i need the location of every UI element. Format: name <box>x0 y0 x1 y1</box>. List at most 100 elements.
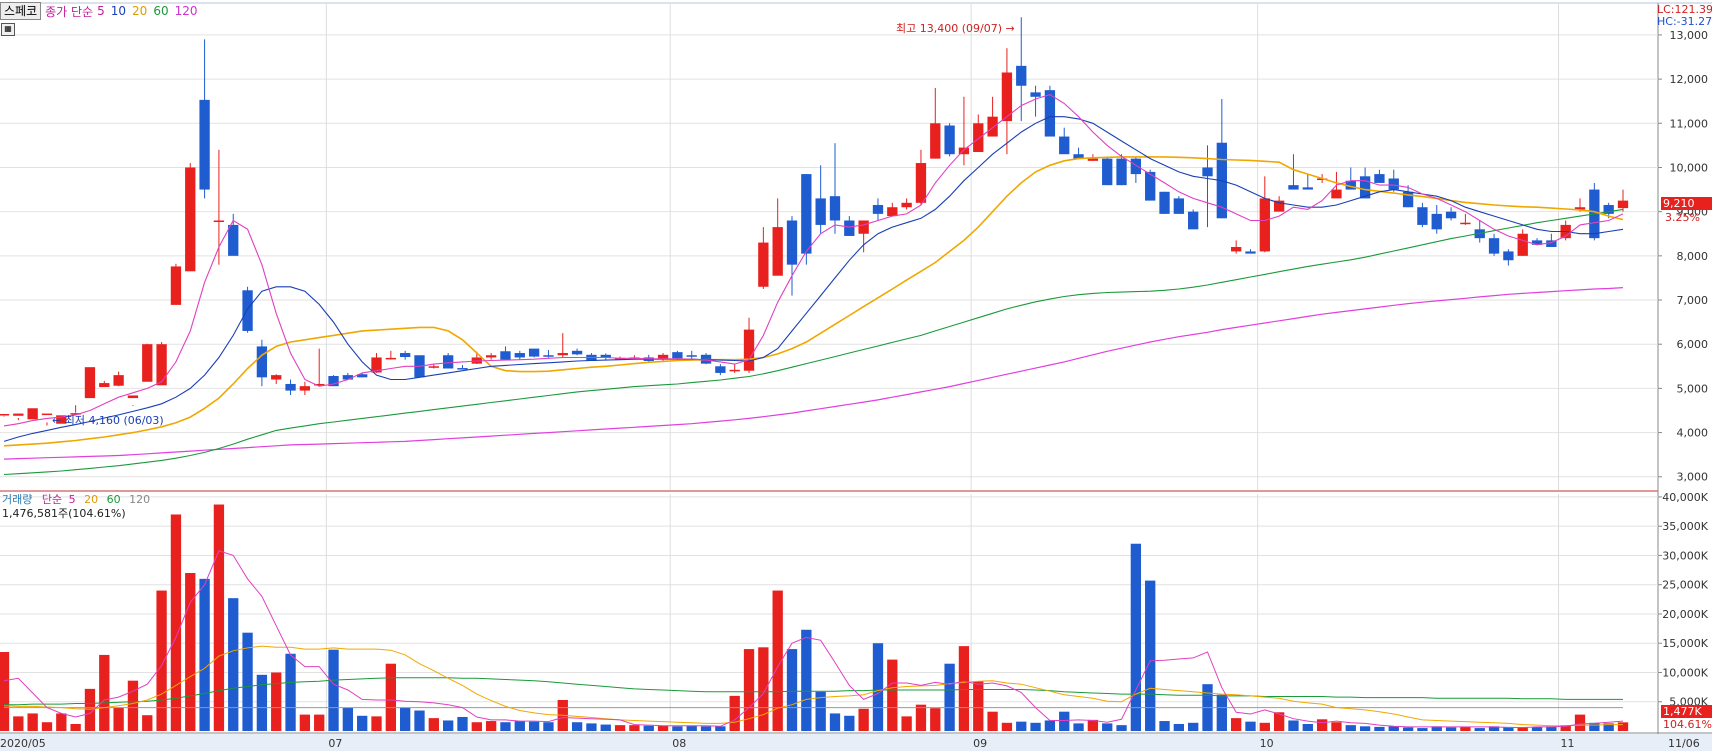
candle-body <box>213 220 225 222</box>
volume-bar <box>1331 722 1342 731</box>
candle-body <box>1116 158 1127 186</box>
candle-body <box>1402 191 1414 208</box>
volume-label: 거래량 <box>2 493 33 506</box>
volume-bar <box>41 722 53 731</box>
volume-bar <box>944 663 955 731</box>
ma20-line <box>3 156 1624 447</box>
low-annotation-text: 최저 4,160 (06/03) <box>64 414 164 427</box>
volume-bar <box>528 721 540 731</box>
volume-bar <box>1460 726 1471 731</box>
volume-bar <box>758 647 769 731</box>
price-tick-label: 7,000 <box>1677 294 1709 307</box>
ma120-line <box>3 287 1624 460</box>
candle-body <box>271 375 282 380</box>
volume-bar <box>1145 580 1156 731</box>
candle-body <box>1331 189 1342 199</box>
volume-tick-label: 35,000K <box>1662 520 1708 533</box>
volume-bar <box>1316 719 1328 731</box>
candle-body <box>1503 251 1514 261</box>
candle-body <box>557 353 568 356</box>
volume-bar <box>700 726 712 731</box>
candle-body <box>1431 213 1442 230</box>
candle-body <box>1531 240 1543 245</box>
volume-bar <box>1517 727 1528 731</box>
volume-bar <box>1531 726 1543 731</box>
volume-bar <box>142 715 153 731</box>
candle-body <box>1016 65 1027 86</box>
volume-bar <box>500 722 511 731</box>
candle-body <box>930 123 941 159</box>
volume-ma60-line <box>4 677 1623 706</box>
volume-bar <box>643 725 654 731</box>
volume-bar <box>357 715 368 731</box>
volume-bar <box>1159 721 1170 731</box>
ma10-period: 10 <box>110 4 127 18</box>
candle-body <box>127 395 139 399</box>
volume-bar <box>887 659 898 731</box>
volume-bar <box>170 514 182 731</box>
volume-bar <box>342 707 354 731</box>
candle-body <box>1259 198 1270 252</box>
x-tick-label: 2020/05 <box>0 737 46 750</box>
volume-ma5-line <box>3 550 1624 728</box>
grid-toggle-icon[interactable]: ▦ <box>1 23 15 36</box>
candle-body <box>815 198 826 225</box>
candle-body <box>242 290 253 331</box>
candle-body <box>758 242 769 287</box>
volume-bar <box>185 573 196 731</box>
corner-hc: HC:-31.27 <box>1657 15 1712 28</box>
volume-bar <box>471 722 482 731</box>
volume-bar <box>1016 721 1027 731</box>
candle-body <box>1617 200 1629 209</box>
low-annotation: ← 최저 4,160 (06/03) <box>52 412 164 428</box>
candle-body <box>1359 176 1371 199</box>
candle-body <box>1302 187 1313 190</box>
price-tick-label: 13,000 <box>1670 29 1709 42</box>
candle-body <box>844 220 855 236</box>
volume-bar <box>1589 722 1600 731</box>
candle-body <box>70 413 81 415</box>
candle-body <box>1001 72 1013 122</box>
volume-bar <box>829 713 841 731</box>
volume-bar <box>1273 712 1285 731</box>
price-tick-label: 11,000 <box>1670 117 1709 130</box>
last-volume-badge: 1,477K <box>1661 705 1712 718</box>
volume-bar <box>844 715 855 731</box>
volume-info: 1,476,581주(104.61%) <box>2 507 126 520</box>
volume-bar <box>1044 720 1056 731</box>
volume-bar <box>1617 722 1629 731</box>
price-tick-label: 10,000 <box>1670 161 1709 174</box>
candle-body <box>1488 238 1500 254</box>
volume-bar <box>13 716 24 731</box>
volume-bar <box>1216 694 1227 731</box>
price-tick-label: 8,000 <box>1677 250 1709 263</box>
volume-bar <box>614 725 626 731</box>
volume-bar <box>1059 711 1070 731</box>
candle-body <box>743 329 755 371</box>
volume-bar <box>872 643 884 731</box>
volume-bar <box>1130 543 1142 731</box>
volume-bar <box>1173 723 1185 731</box>
volume-bar <box>571 722 583 731</box>
volume-bar <box>299 714 311 731</box>
volume-tick-label: 10,000K <box>1662 666 1708 679</box>
candle-body <box>99 383 110 388</box>
volume-bar <box>930 708 941 731</box>
candle-body <box>1188 211 1199 230</box>
volume-bar <box>801 629 812 731</box>
volume-bar <box>1503 726 1514 731</box>
volume-bar <box>213 504 225 731</box>
price-tick-label: 12,000 <box>1670 73 1709 86</box>
volume-bar <box>1402 727 1414 731</box>
candle-body <box>485 355 497 358</box>
volume-bar <box>657 725 669 731</box>
x-tick-label: 10 <box>1260 737 1274 750</box>
stock-tab[interactable]: 스페코 <box>0 2 42 20</box>
last-volume-ratio: 104.61% <box>1663 718 1712 731</box>
ma120-period: 120 <box>174 4 198 18</box>
volume-bar <box>901 716 912 731</box>
volume-bar <box>1302 723 1313 731</box>
candle-body <box>400 353 411 358</box>
candle-body <box>1202 167 1213 177</box>
